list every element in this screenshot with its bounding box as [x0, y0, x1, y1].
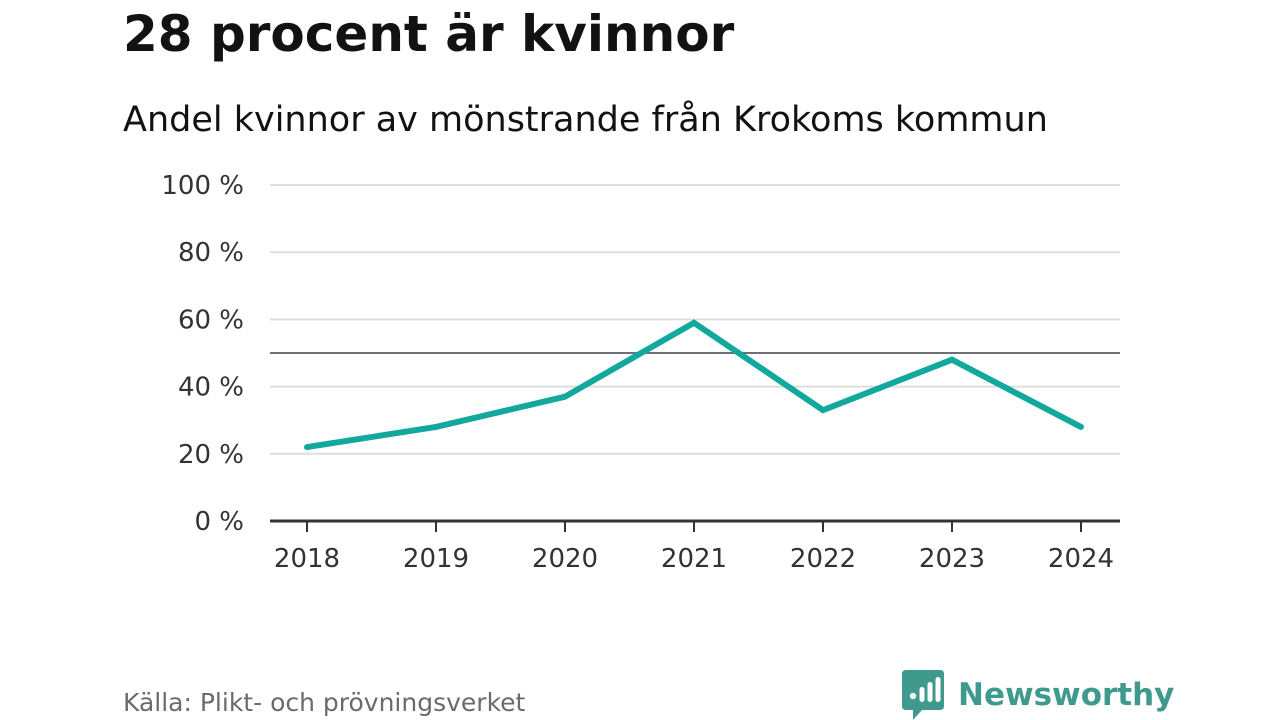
x-tick-label-2020: 2020	[532, 544, 598, 574]
tick-labels: 0 % 20 % 40 % 60 % 80 % 100 % 2018 2019 2020 2021…	[161, 171, 1114, 574]
y-tick-label-0: 0 %	[194, 507, 244, 537]
y-tick-label-40: 40 %	[178, 373, 244, 403]
brand-logo-group: Newsworthy	[902, 670, 1174, 720]
data-point-2018	[304, 444, 310, 451]
axes	[270, 519, 1120, 532]
x-tick-label-2023: 2023	[919, 544, 985, 574]
data-point-2020	[562, 393, 568, 400]
newsworthy-chart-bubble-icon	[902, 670, 944, 720]
x-tick-label-2018: 2018	[274, 544, 340, 574]
data-point-2021	[691, 319, 697, 326]
data-point-2023	[949, 356, 955, 363]
series-line-0	[306, 319, 1083, 451]
y-tick-label-100: 100 %	[161, 171, 244, 201]
y-tick-label-20: 20 %	[178, 440, 244, 470]
data-point-2019	[433, 423, 439, 430]
x-tick-label-2021: 2021	[661, 544, 727, 574]
chart-subtitle: Andel kvinnor av mönstrande från Krokoms…	[123, 100, 1048, 140]
x-tick-label-2024: 2024	[1048, 544, 1114, 574]
chart-title: 28 procent är kvinnor	[123, 5, 735, 63]
source-note: Källa: Plikt- och prövningsverket	[123, 688, 526, 717]
y-tick-label-80: 80 %	[178, 238, 244, 268]
gridlines	[270, 184, 1120, 455]
y-tick-label-60: 60 %	[178, 305, 244, 335]
data-point-2024	[1078, 423, 1084, 430]
data-point-2022	[820, 407, 826, 414]
x-tick-label-2022: 2022	[790, 544, 856, 574]
x-tick-label-2019: 2019	[403, 544, 469, 574]
series-layer	[304, 319, 1084, 451]
brand-name: Newsworthy	[958, 677, 1175, 713]
